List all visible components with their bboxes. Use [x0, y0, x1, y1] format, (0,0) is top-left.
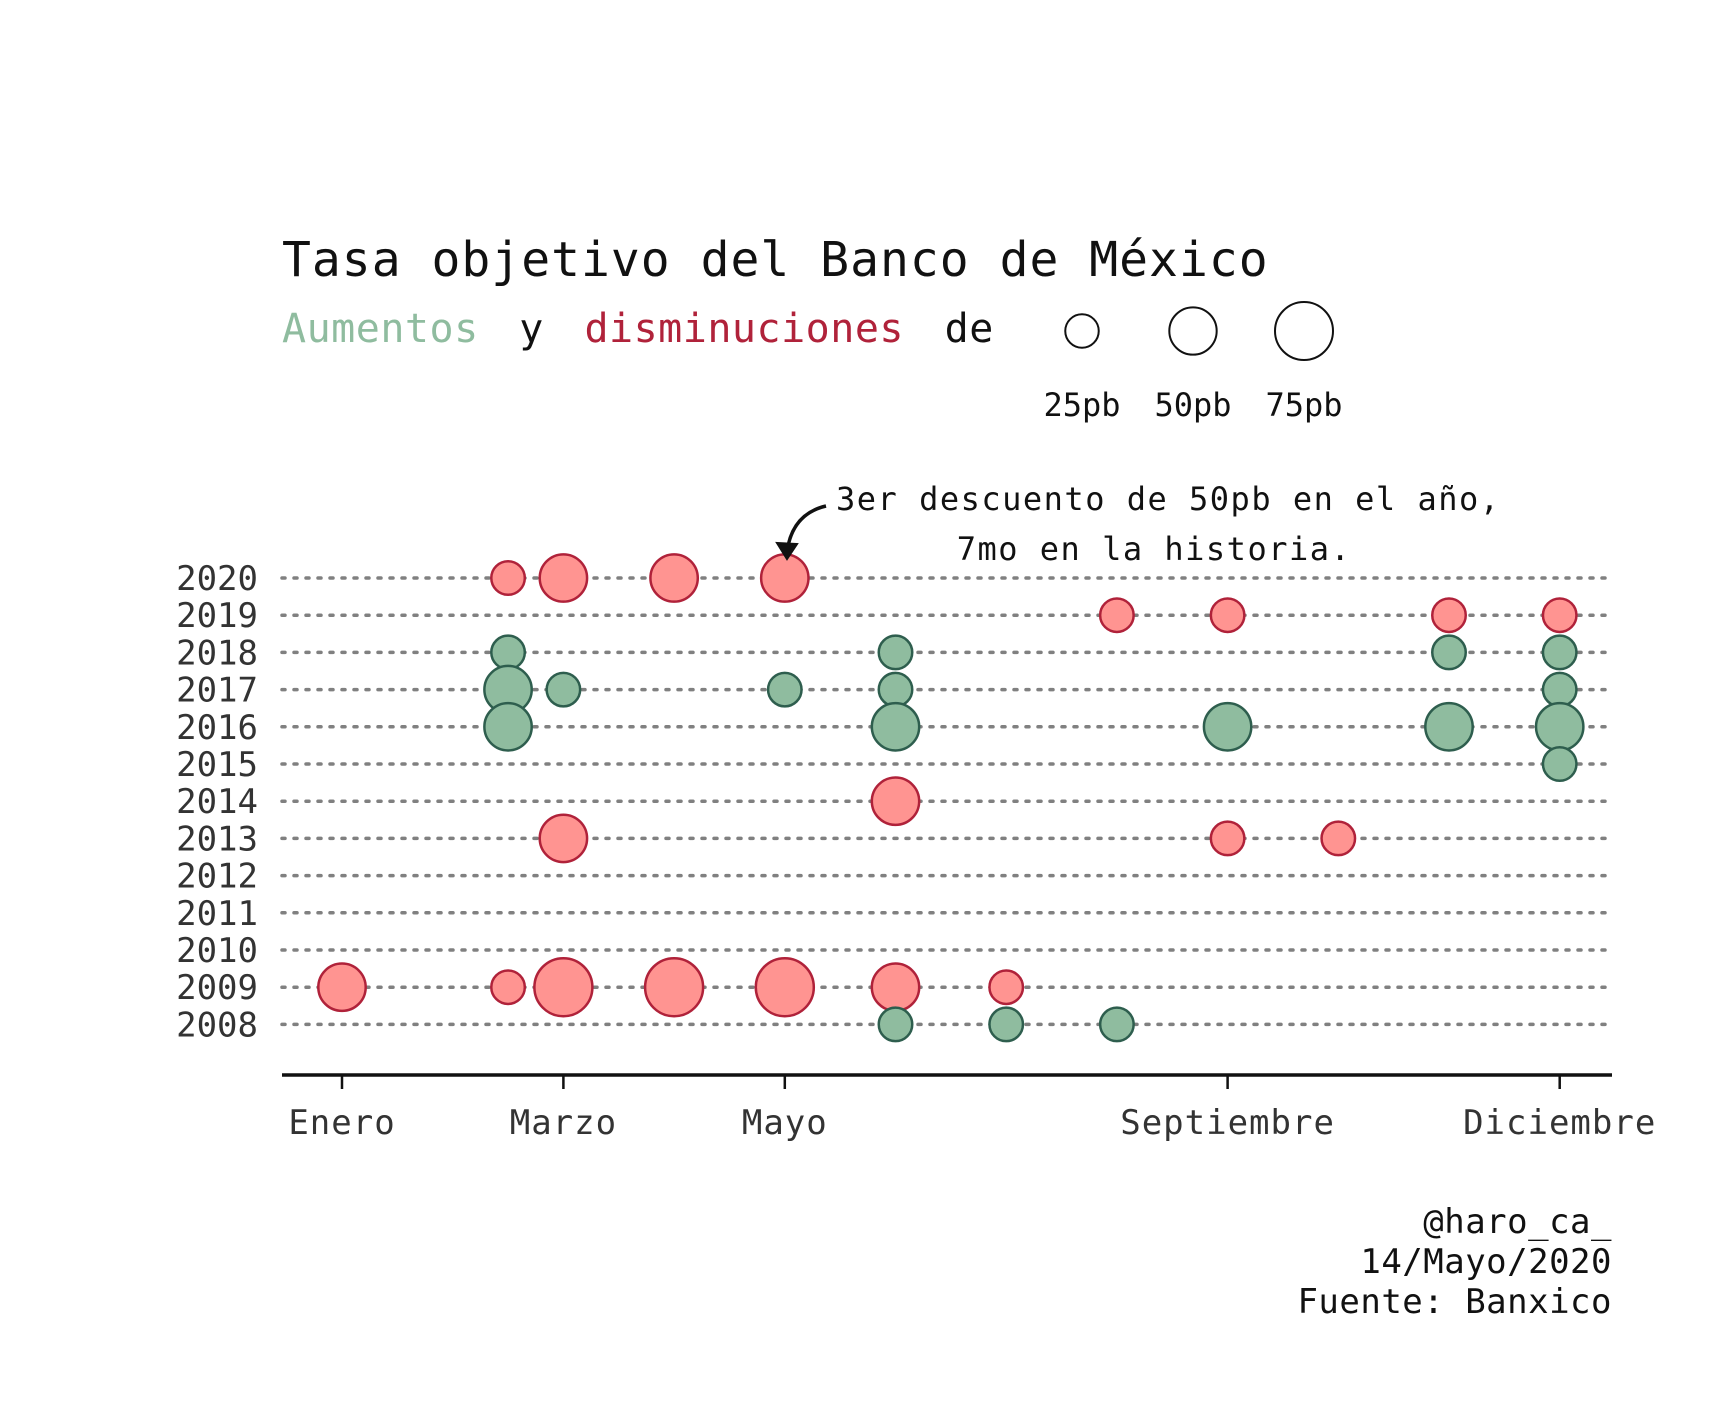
legend-circle-25	[1064, 313, 1100, 349]
legend-label-75: 75pb	[1265, 386, 1342, 424]
decrease-point-2009-m1	[317, 962, 367, 1013]
increase-point-2017-m5	[766, 671, 803, 708]
increase-point-2018-m11	[1431, 634, 1467, 671]
x-tick-label-9: Septiembre	[1120, 1103, 1335, 1143]
decrease-point-2009-m4	[643, 956, 705, 1018]
size-legend: 25pb 50pb 75pb	[1043, 301, 1343, 424]
year-label-2013: 2013	[176, 819, 258, 859]
decrease-point-2019-m8	[1098, 597, 1135, 634]
decrease-point-2019-m11	[1431, 597, 1467, 634]
legend-label-25: 25pb	[1043, 386, 1120, 424]
year-axis-labels: 2020201920182017201620152014201320122011…	[176, 559, 258, 1045]
decrease-point-2020-m5	[759, 553, 810, 603]
increase-point-2016-m11	[1424, 701, 1474, 752]
increase-point-2018-m6	[877, 634, 914, 671]
credit-line-2: 14/Mayo/2020	[1360, 1242, 1612, 1282]
year-label-2011: 2011	[176, 894, 258, 934]
year-label-2016: 2016	[176, 708, 258, 748]
year-label-2018: 2018	[176, 633, 258, 673]
decrease-point-2009-m3	[533, 956, 594, 1018]
chart-title: Tasa objetivo del Banco de México	[282, 232, 1269, 288]
decrease-point-2009-m6	[870, 962, 921, 1013]
decrease-point-2019-m12	[1541, 597, 1578, 634]
decrease-point-2013-m3	[538, 813, 589, 864]
year-label-2020: 2020	[176, 559, 258, 599]
increase-point-2008-m7	[988, 1006, 1025, 1043]
year-label-2019: 2019	[176, 596, 258, 636]
legend-circle-50	[1168, 306, 1218, 356]
increase-point-2016-m12	[1534, 701, 1585, 752]
increase-point-2017-m6	[877, 671, 914, 708]
subtitle-connector: y	[519, 306, 544, 352]
annotation-arrow-head	[775, 541, 799, 561]
decrease-point-2009-m5	[754, 956, 816, 1018]
year-label-2015: 2015	[176, 745, 258, 785]
increase-point-2017-m3	[545, 671, 582, 708]
year-grid-lines	[280, 576, 1614, 1027]
decrease-point-2013-m9	[1209, 820, 1246, 857]
annotation-line-1: 3er descuento de 50pb en el año,	[836, 480, 1501, 518]
increase-point-2016-m2.5	[483, 701, 533, 752]
legend-circle-75	[1274, 301, 1334, 361]
decrease-point-2020-m4	[649, 553, 700, 603]
decrease-point-2009-m7	[988, 969, 1025, 1006]
credit-line-3: Fuente: Banxico	[1297, 1282, 1612, 1322]
chart-subtitle: Aumentos y disminuciones de	[282, 306, 994, 352]
year-label-2017: 2017	[176, 671, 258, 711]
credit-line-1: @haro_ca_	[1423, 1202, 1612, 1242]
rate-change-points	[317, 553, 1585, 1043]
month-axis: Enero Marzo Mayo Septiembre Diciembre	[282, 1073, 1656, 1143]
decrease-point-2014-m6	[870, 776, 921, 827]
increase-point-2018-m2.5	[490, 634, 527, 671]
x-tick-label-1: Enero	[288, 1103, 395, 1143]
subtitle-decrease-word: disminuciones	[584, 306, 904, 352]
year-label-2012: 2012	[176, 857, 258, 897]
annotation-line-2: 7mo en la historia.	[957, 530, 1352, 568]
x-tick-label-3: Marzo	[510, 1103, 617, 1143]
year-label-2014: 2014	[176, 782, 258, 822]
decrease-point-2020-m2.5	[490, 560, 527, 596]
subtitle-increase-word: Aumentos	[282, 306, 479, 352]
annotation: 3er descuento de 50pb en el año, 7mo en l…	[775, 480, 1501, 568]
increase-point-2016-m6	[870, 701, 921, 752]
decrease-point-2019-m9	[1209, 597, 1246, 634]
x-tick-label-12: Diciembre	[1463, 1103, 1656, 1143]
decrease-point-2013-m10	[1320, 820, 1357, 857]
year-label-2009: 2009	[176, 968, 258, 1008]
year-label-2010: 2010	[176, 931, 258, 971]
legend-label-50: 50pb	[1154, 386, 1231, 424]
increase-point-2008-m8	[1098, 1006, 1135, 1043]
increase-point-2016-m9	[1202, 701, 1253, 752]
decrease-point-2009-m2.5	[490, 969, 527, 1006]
decrease-point-2020-m3	[538, 553, 589, 603]
year-label-2008: 2008	[176, 1005, 258, 1045]
x-tick-label-5: Mayo	[742, 1103, 828, 1143]
increase-point-2008-m6	[877, 1006, 914, 1043]
increase-point-2017-m12	[1541, 671, 1578, 708]
increase-point-2018-m12	[1541, 634, 1578, 671]
increase-point-2015-m12	[1541, 746, 1578, 782]
subtitle-suffix: de	[945, 306, 994, 352]
